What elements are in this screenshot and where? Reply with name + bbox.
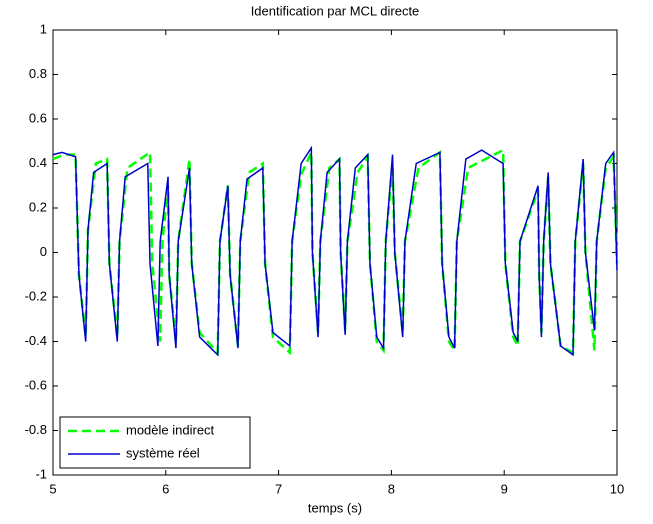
x-tick-label: 9 <box>501 481 508 496</box>
y-tick-label: -0.2 <box>25 288 47 303</box>
chart-title: Identification par MCL directe <box>251 3 420 18</box>
data-line <box>52 145 618 357</box>
y-tick-label: -0.8 <box>25 422 47 437</box>
y-tick-label: 0.6 <box>29 110 47 125</box>
y-tick-label: -1 <box>35 466 47 481</box>
legend-box <box>59 416 251 469</box>
y-tick-label: 0.4 <box>29 155 47 170</box>
legend-label: modèle indirect <box>126 422 215 437</box>
legend-label: système réel <box>126 445 200 460</box>
y-tick-label: 1 <box>40 21 47 36</box>
y-tick-label: 0 <box>40 244 47 259</box>
x-axis-label: temps (s) <box>308 500 362 515</box>
x-tick-label: 7 <box>275 481 282 496</box>
plot-area <box>52 29 618 476</box>
x-tick-label: 10 <box>610 481 624 496</box>
x-tick-label: 8 <box>388 481 395 496</box>
y-tick-label: -0.4 <box>25 333 47 348</box>
y-tick-label: -0.6 <box>25 377 47 392</box>
y-tick-label: 0.8 <box>29 66 47 81</box>
y-tick-label: 0.2 <box>29 199 47 214</box>
x-tick-label: 5 <box>49 481 56 496</box>
x-tick-label: 6 <box>162 481 169 496</box>
